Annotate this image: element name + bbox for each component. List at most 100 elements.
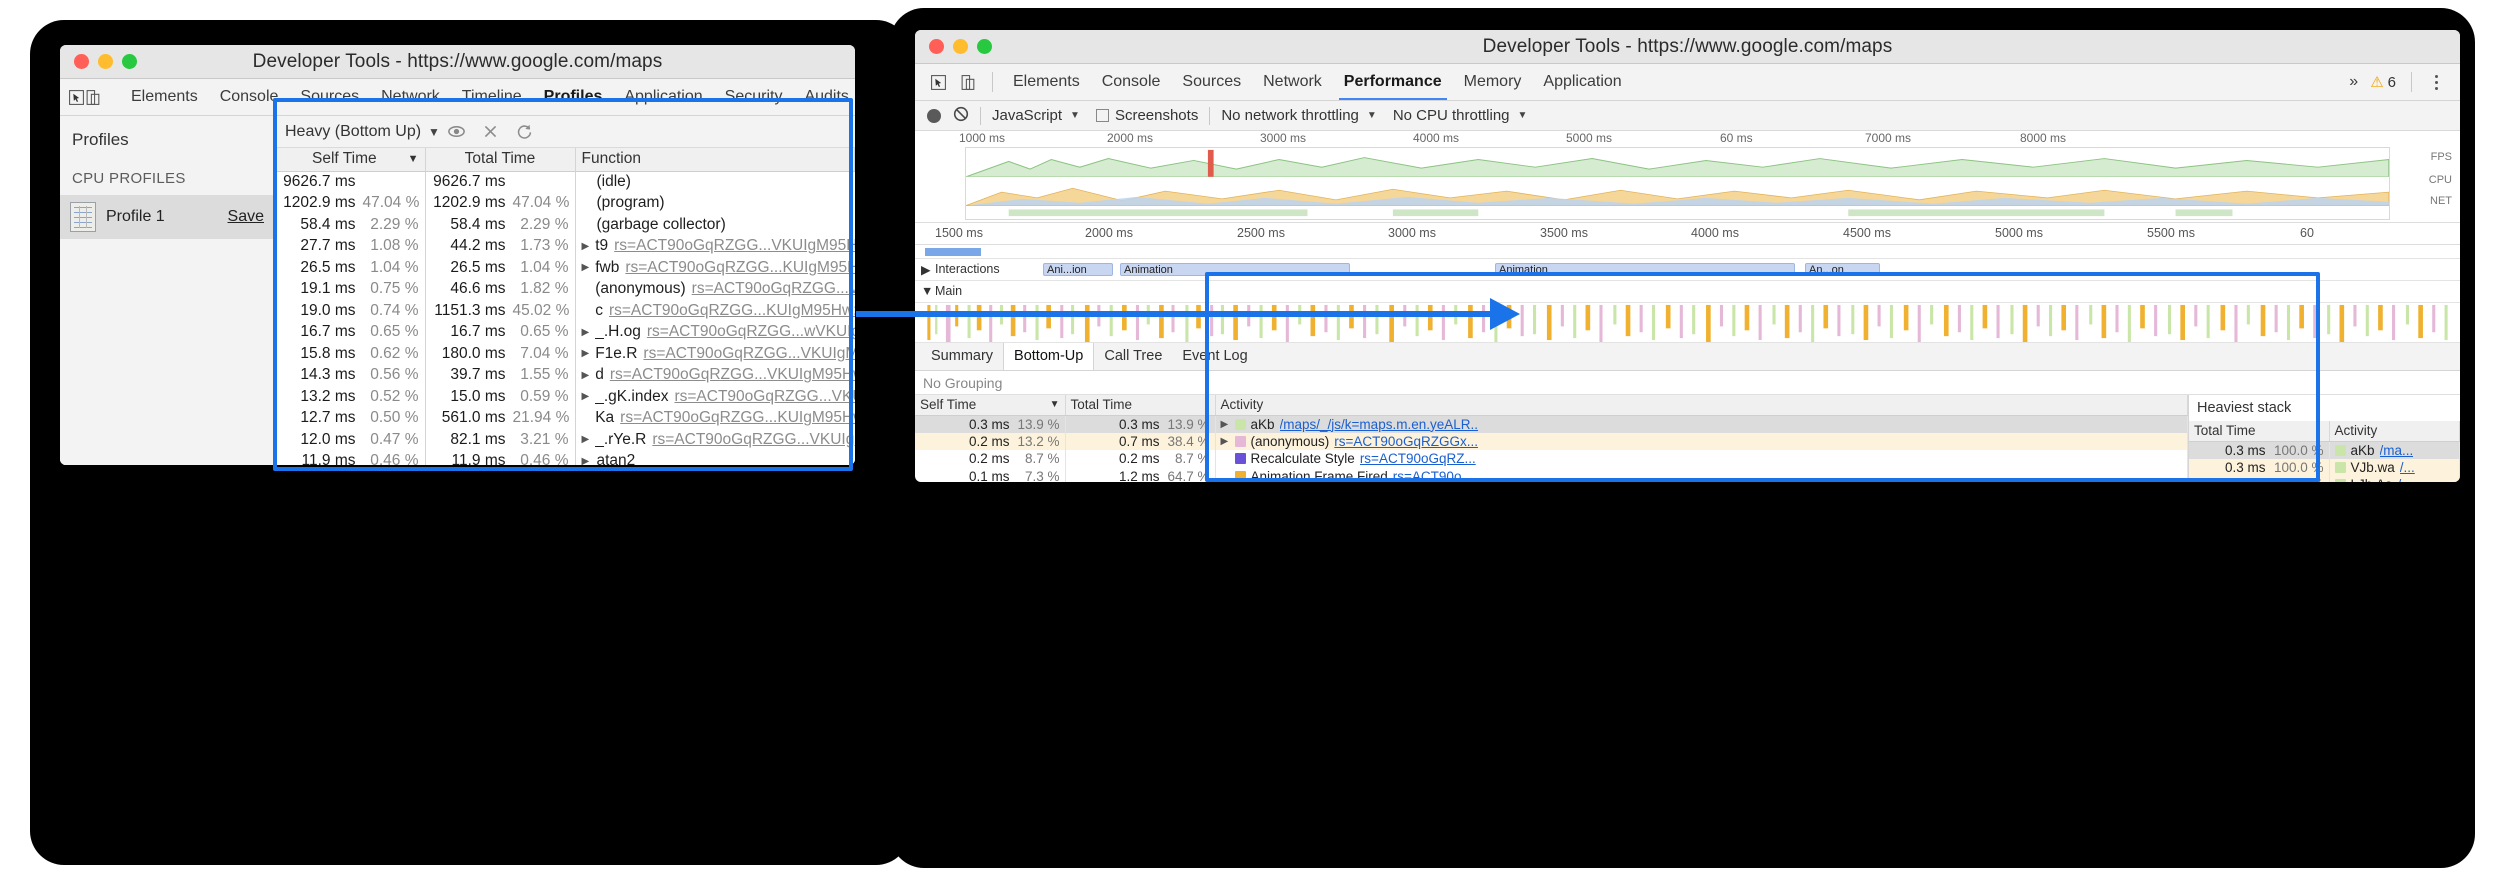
- chevron-down-icon-cpu[interactable]: ▼: [1517, 110, 1528, 121]
- source-link[interactable]: rs=ACT90oGqRZGG...VKUIgM95Hw:713: [614, 237, 854, 255]
- col-self-time-right[interactable]: Self Time ▼: [915, 395, 1066, 416]
- right-traffic-lights[interactable]: [915, 39, 992, 54]
- col-activity[interactable]: Activity: [1215, 395, 2188, 416]
- screenshots-checkbox[interactable]: Screenshots: [1095, 107, 1198, 124]
- tab-timeline[interactable]: Timeline: [461, 88, 522, 105]
- tab-elements[interactable]: Elements: [131, 88, 198, 105]
- source-link[interactable]: rs=ACT90oGqRZGG...KUIgM95Hw:1661: [625, 258, 854, 276]
- activity-source-link[interactable]: /maps/_/js/k=maps.m.en.yeALR..: [1279, 416, 1478, 432]
- table-row[interactable]: 9626.7 ms 9626.7 ms ▶(idle): [275, 171, 855, 193]
- source-link[interactable]: rs=ACT90oGqRZGG...KUIgM95Hw:1929: [608, 301, 855, 319]
- table-row[interactable]: 13.2 ms 0.52 % 15.0 ms 0.59 % ▶ _.gK.index rs=…: [275, 386, 855, 408]
- chevron-down-icon[interactable]: ▼: [428, 124, 440, 139]
- chevron-down-icon-network[interactable]: ▼: [1366, 110, 1377, 121]
- table-row[interactable]: 12.0 ms 0.47 % 82.1 ms 3.21 % ▶ _.rYe.R rs=ACT…: [275, 429, 855, 451]
- activity-source-link[interactable]: rs=ACT90o...: [1392, 468, 1473, 482]
- tab-elements-right[interactable]: Elements: [1013, 73, 1080, 90]
- table-row[interactable]: 16.7 ms 0.65 % 16.7 ms 0.65 % ▶ _.H.og rs=ACT9…: [275, 321, 855, 343]
- sidebar-item-profile-1[interactable]: Profile 1 Save: [60, 195, 274, 239]
- source-link[interactable]: rs=ACT90oGqRZGG...VKUIgM95Hw:593: [652, 430, 855, 448]
- source-link[interactable]: rs=ACT90oGqRZGG...KUIgM95Hw:1799: [620, 409, 854, 427]
- tab-audits[interactable]: Audits: [804, 88, 849, 105]
- interactions-track[interactable]: ▶ Interactions Ani...ion Animation Anima…: [915, 259, 2460, 281]
- table-row[interactable]: 0.2 ms 8.7 % 0.2 ms 8.7 % ▶Recalculate Style…: [915, 450, 2188, 468]
- expand-triangle-icon[interactable]: ▶: [581, 326, 590, 338]
- table-row[interactable]: 0.3 ms 13.9 % 0.3 ms 13.9 % ▶ aKb/maps/_/js/k…: [915, 415, 2188, 433]
- left-traffic-lights[interactable]: [60, 54, 137, 69]
- expand-triangle-icon[interactable]: ▶: [581, 348, 590, 360]
- source-link[interactable]: rs=ACT90oGqRZGG...VKUIgM95Hw:381: [674, 387, 854, 405]
- col-total-time[interactable]: Total Time: [425, 148, 576, 172]
- chevron-down-icon-profile-type[interactable]: ▼: [1070, 110, 1080, 121]
- tab-application[interactable]: Application: [624, 88, 703, 105]
- profile-table-scroll[interactable]: Self Time ▼ Total Time Function 9626.7 m…: [275, 148, 855, 465]
- expand-triangle-icon[interactable]: ▶: [581, 391, 590, 403]
- tab-performance[interactable]: Performance: [1333, 64, 1453, 100]
- tab-bottom-up[interactable]: Bottom-Up: [1003, 343, 1095, 370]
- activity-source-link[interactable]: /...: [2398, 477, 2413, 482]
- interaction-chip-3[interactable]: An...on: [1805, 263, 1880, 276]
- clear-icon[interactable]: [953, 106, 969, 126]
- col-hs-total-time[interactable]: Total Time: [2189, 421, 2330, 442]
- interactions-expand-icon[interactable]: ▶: [921, 263, 931, 277]
- main-track-header[interactable]: ▼ Main: [915, 281, 2460, 303]
- main-flame-chart[interactable]: [915, 303, 2460, 343]
- expand-triangle-icon[interactable]: ▶: [581, 434, 590, 446]
- tab-sources-right[interactable]: Sources: [1182, 73, 1242, 90]
- tab-application-right[interactable]: Application: [1543, 73, 1622, 90]
- interaction-chip-2[interactable]: Animation: [1495, 263, 1795, 276]
- interaction-chip-1[interactable]: Animation: [1120, 263, 1350, 276]
- minimize-window-button-right[interactable]: [953, 39, 968, 54]
- col-function[interactable]: Function: [575, 148, 855, 172]
- profile-type-select[interactable]: JavaScript: [992, 107, 1063, 124]
- tab-network[interactable]: Network: [381, 88, 440, 105]
- table-row[interactable]: 19.1 ms 0.75 % 46.6 ms 1.82 % ▶(anonymous)rs…: [275, 278, 855, 300]
- tab-call-tree[interactable]: Call Tree: [1104, 348, 1163, 364]
- col-self-time[interactable]: Self Time ▼: [275, 148, 426, 172]
- activity-source-link[interactable]: /ma...: [2379, 442, 2414, 458]
- source-link[interactable]: rs=ACT90oGqRZGG...wVKUIgM95Hw:78: [646, 323, 855, 341]
- tab-overflow-icon[interactable]: »: [2349, 73, 2359, 90]
- tab-console-right[interactable]: Console: [1101, 73, 1161, 90]
- interaction-chip-0[interactable]: Ani...ion: [1043, 263, 1113, 276]
- table-row[interactable]: 15.8 ms 0.62 % 180.0 ms 7.04 % ▶ F1e.R rs=ACT9…: [275, 343, 855, 365]
- expand-triangle-icon[interactable]: ▶: [581, 240, 590, 252]
- maximize-window-button-right[interactable]: [977, 39, 992, 54]
- source-link[interactable]: rs=ACT90oGqRZGG...VKUIgM95Hw:838: [643, 344, 855, 362]
- table-row[interactable]: 11.9 ms 0.46 % 11.9 ms 0.46 % ▶ atan2: [275, 450, 855, 465]
- activity-source-link[interactable]: rs=ACT90oGqRZ...: [1359, 451, 1476, 467]
- expand-triangle-icon[interactable]: ▶: [1220, 418, 1229, 430]
- heaviest-stack-pane[interactable]: Heaviest stack Total Time Activity 0.3 m…: [2188, 395, 2460, 482]
- network-band[interactable]: [915, 245, 2460, 259]
- inspect-element-icon-right[interactable]: [923, 67, 953, 97]
- table-row[interactable]: 0.3 ms 100.0 % VJb.wa/...: [2189, 458, 2460, 476]
- activity-source-link[interactable]: rs=ACT90oGqRZGGx...: [1334, 433, 1478, 449]
- more-options-icon-right[interactable]: [2427, 74, 2446, 90]
- grouping-select[interactable]: No Grouping: [915, 371, 2460, 395]
- close-window-button[interactable]: [74, 54, 89, 69]
- table-row[interactable]: 27.7 ms 1.08 % 44.2 ms 1.73 % ▶ t9 rs=ACT90oGq…: [275, 235, 855, 257]
- close-window-button-right[interactable]: [929, 39, 944, 54]
- cpu-throttling-select[interactable]: No CPU throttling: [1392, 107, 1510, 124]
- main-collapse-icon[interactable]: ▼: [921, 284, 934, 298]
- expand-triangle-icon[interactable]: ▶: [1220, 435, 1229, 447]
- refresh-icon[interactable]: [508, 117, 542, 147]
- col-hs-activity[interactable]: Activity: [2329, 421, 2460, 442]
- source-link[interactable]: rs=ACT90oGqRZGG...VKUIgM95Hw:126: [691, 280, 855, 298]
- eye-icon[interactable]: [440, 117, 474, 147]
- tab-security[interactable]: Security: [724, 88, 783, 105]
- tab-profiles[interactable]: Profiles: [543, 88, 603, 105]
- expand-triangle-icon[interactable]: ▶: [581, 369, 590, 381]
- tab-console[interactable]: Console: [219, 88, 279, 105]
- inspect-element-icon[interactable]: [68, 82, 85, 112]
- close-icon[interactable]: [474, 117, 508, 147]
- device-toolbar-icon[interactable]: [85, 82, 102, 112]
- table-row[interactable]: 1202.9 ms 47.04 % 1202.9 ms 47.04 % ▶(progra…: [275, 192, 855, 214]
- expand-triangle-icon[interactable]: ▶: [581, 455, 590, 465]
- source-link[interactable]: rs=ACT90oGqRZGG...VKUIgM95Hw:389: [609, 366, 855, 384]
- table-row[interactable]: 26.5 ms 1.04 % 26.5 ms 1.04 % ▶ fwb rs=ACT90oG…: [275, 257, 855, 279]
- bottom-up-pane[interactable]: Self Time ▼ Total Time Activity 0.3 ms 13…: [915, 395, 2188, 482]
- overview-graph[interactable]: [965, 147, 2390, 220]
